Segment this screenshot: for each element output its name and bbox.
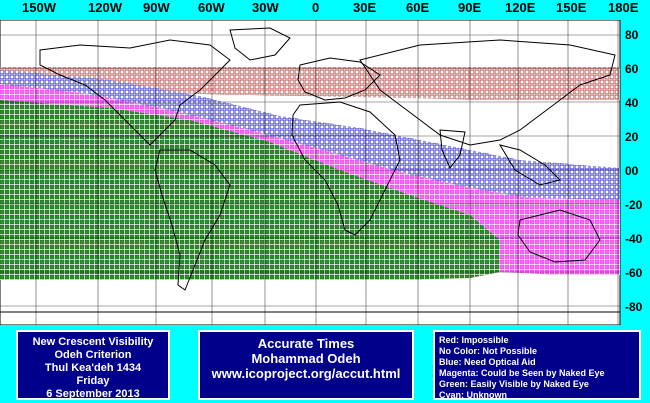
india-outline	[439, 129, 466, 169]
credit-url[interactable]: www.icoproject.org/accut.html	[211, 366, 401, 381]
lat-label: 80	[625, 28, 639, 42]
legend-magenta: Magenta: Could be Seen by Naked Eye	[439, 368, 605, 378]
info-date: 6 September 2013	[46, 388, 140, 400]
legend-red: Red: Impossible	[439, 335, 509, 345]
lon-label: 60W	[198, 0, 225, 15]
legend-green: Green: Easily Visible by Naked Eye	[439, 379, 589, 389]
lat-label: 60	[625, 62, 639, 76]
lat-label: -20	[625, 198, 643, 212]
lat-label: -40	[625, 232, 643, 246]
lon-label: 150E	[556, 0, 587, 15]
zone-optical-aid	[0, 70, 620, 200]
australia-outline	[517, 209, 601, 263]
lon-label: 60E	[406, 0, 430, 15]
lon-label: 150W	[22, 0, 56, 15]
credit-author: Mohammad Odeh	[251, 351, 361, 366]
lat-label: -80	[625, 300, 643, 314]
lat-label: -60	[625, 266, 643, 280]
lon-label: 30E	[353, 0, 377, 15]
africa-outline	[291, 101, 401, 236]
info-month: Thul Kea'deh 1434	[44, 362, 142, 374]
legend-cyan: Cyan: Unknown	[439, 390, 508, 400]
world-map: 80 60 40 20 00 -20 -40 -60 -80	[0, 20, 650, 325]
info-panel: New Crescent Visibility Odeh Criterion T…	[0, 325, 650, 403]
asia-outline	[359, 39, 616, 146]
legend-box: Red: Impossible No Color: Not Possible B…	[433, 330, 641, 400]
europe-outline	[297, 57, 381, 101]
lon-label: 30W	[252, 0, 279, 15]
lon-label: 180E	[608, 0, 639, 15]
north-america-outline	[39, 39, 231, 146]
lon-label: 90W	[143, 0, 170, 15]
lon-label: 0	[312, 0, 320, 15]
legend-no-color: No Color: Not Possible	[439, 346, 538, 356]
world-map-canvas	[0, 20, 621, 325]
lon-label: 120W	[88, 0, 122, 15]
continent-outlines	[0, 27, 620, 313]
lon-label: 120E	[505, 0, 536, 15]
visibility-info-box: New Crescent Visibility Odeh Criterion T…	[16, 330, 170, 400]
graticule	[0, 20, 620, 325]
credit-box: Accurate Times Mohammad Odeh www.icoproj…	[198, 330, 414, 400]
zone-easily-visible	[0, 100, 500, 280]
lat-label: 20	[625, 130, 639, 144]
greenland-outline	[229, 27, 291, 61]
lat-label: 00	[625, 164, 639, 178]
legend-blue: Blue: Need Optical Aid	[439, 357, 536, 367]
zone-naked-eye	[0, 84, 620, 275]
info-criterion: Odeh Criterion	[54, 349, 132, 361]
info-weekday: Friday	[76, 375, 110, 387]
credit-title: Accurate Times	[257, 336, 355, 351]
lat-label: 40	[625, 96, 639, 110]
info-title: New Crescent Visibility	[32, 336, 154, 348]
south-america-outline	[154, 149, 231, 291]
lon-label: 90E	[458, 0, 482, 15]
